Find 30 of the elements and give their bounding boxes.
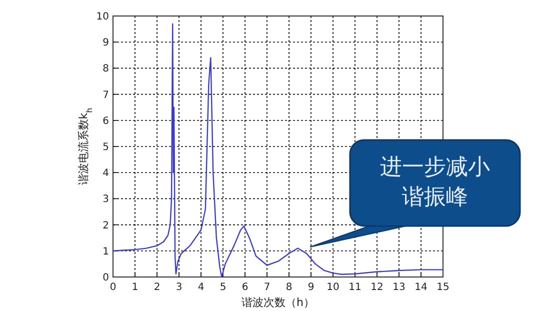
x-tick-label: 9 — [308, 282, 314, 293]
x-tick-label: 11 — [348, 282, 362, 293]
x-tick-label: 13 — [392, 282, 406, 293]
x-tick-label: 15 — [436, 282, 450, 293]
x-tick-label: 5 — [220, 282, 226, 293]
line-series — [112, 23, 444, 278]
x-tick-label: 2 — [154, 282, 160, 293]
x-tick-label: 3 — [176, 282, 182, 293]
x-tick-label: 14 — [414, 282, 428, 293]
y-tick-label: 5 — [102, 142, 109, 153]
x-tick-label: 4 — [198, 282, 204, 293]
y-tick-label: 1 — [102, 246, 109, 258]
y-tick-label: 8 — [102, 64, 109, 75]
y-tick-label: 3 — [102, 194, 109, 206]
x-axis-title: 谐波次数（h） — [242, 296, 314, 309]
y-tick-label: 0 — [102, 272, 109, 284]
y-tick-label: 2 — [102, 220, 109, 232]
x-tick-label: 7 — [264, 282, 270, 293]
x-tick-label: 1 — [132, 282, 138, 293]
y-tick-label: 7 — [102, 90, 109, 101]
y-tick-label: 9 — [102, 38, 109, 49]
x-tick-label: 6 — [242, 282, 248, 293]
x-tick-label: 0 — [110, 282, 116, 293]
x-tick-label: 12 — [370, 282, 384, 293]
y-tick-label: 10 — [96, 12, 109, 22]
x-tick-label: 8 — [286, 282, 292, 293]
x-tick-label: 10 — [326, 282, 340, 293]
y-tick-label: 6 — [102, 116, 109, 127]
annotation: 进一步减小谐振峰 — [379, 154, 491, 212]
y-tick-label: 4 — [102, 168, 109, 180]
